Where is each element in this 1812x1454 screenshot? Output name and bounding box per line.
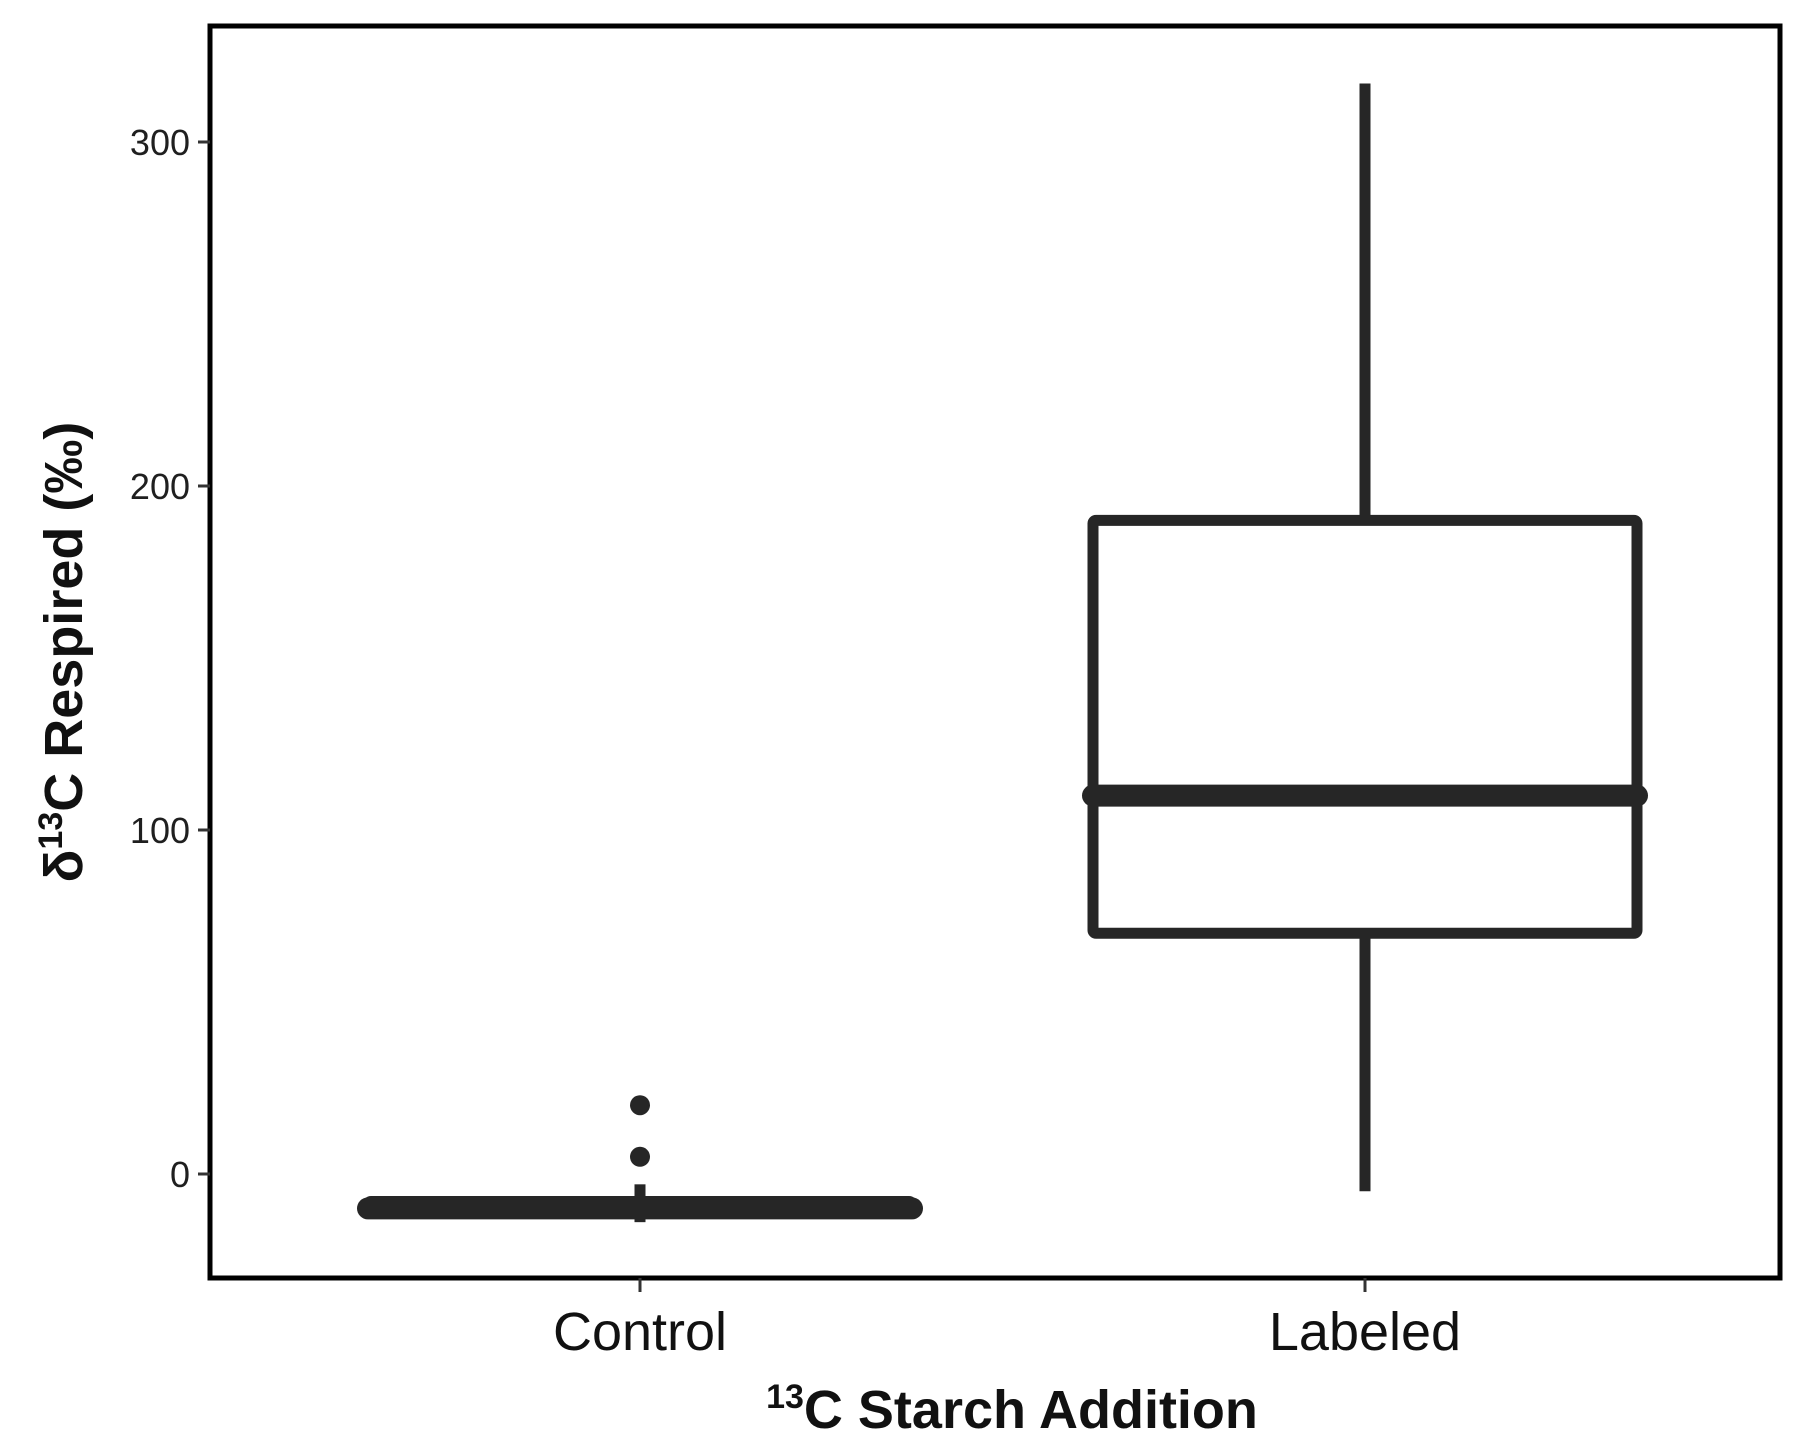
x-axis-title: 13C Starch Addition <box>766 1378 1258 1440</box>
y-tick-label-1: 100 <box>130 810 190 851</box>
y-axis: 0 100 200 300 <box>130 122 210 1195</box>
x-axis: Control Labeled <box>553 1278 1461 1362</box>
box-group-1 <box>1082 83 1648 1192</box>
y-tick-label-0: 0 <box>170 1154 190 1195</box>
x-axis-title-sup: 13 <box>766 1378 804 1416</box>
y-axis-title-prefix: δ <box>34 850 94 883</box>
y-axis-title-main: C Respired (‰) <box>34 422 94 812</box>
y-axis-title: δ13C Respired (‰) <box>32 422 94 883</box>
y-tick-label-3: 300 <box>130 122 190 163</box>
x-axis-title-main: C Starch Addition <box>804 1380 1258 1440</box>
boxes-layer <box>357 83 1648 1223</box>
y-tick-label-2: 200 <box>130 466 190 507</box>
outlier-0-1 <box>630 1095 650 1116</box>
box-iqr-1 <box>1087 514 1643 939</box>
plot-frame <box>207 23 1783 1281</box>
y-axis-title-sup: 13 <box>32 812 70 850</box>
x-tick-label-0: Control <box>553 1302 727 1362</box>
box-group-0 <box>357 1095 923 1223</box>
outlier-0-0 <box>630 1146 650 1167</box>
x-tick-label-1: Labeled <box>1269 1302 1461 1362</box>
